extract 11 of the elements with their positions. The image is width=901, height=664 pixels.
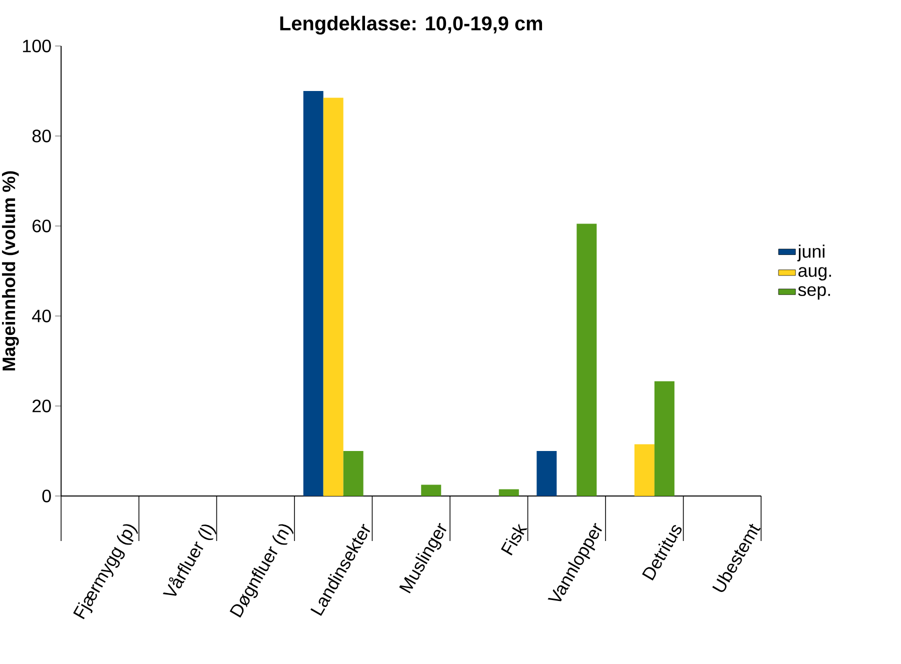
y-tick-label: 40 <box>32 310 51 322</box>
y-tick-label: 60 <box>32 220 51 232</box>
y-tick-label: 100 <box>23 40 51 52</box>
y-tick-label: 20 <box>32 400 51 412</box>
y-tick-label: 80 <box>32 130 51 142</box>
legend-label: juni <box>797 244 824 262</box>
y-axis-title: Mageinnhold (volum %) <box>2 171 19 370</box>
chart-title: Lengdeklasse: 10,0-19,9 cm <box>280 16 542 34</box>
y-tick-label: 0 <box>42 490 51 502</box>
legend-label: aug. <box>798 267 831 280</box>
legend-label: sep. <box>798 286 830 300</box>
